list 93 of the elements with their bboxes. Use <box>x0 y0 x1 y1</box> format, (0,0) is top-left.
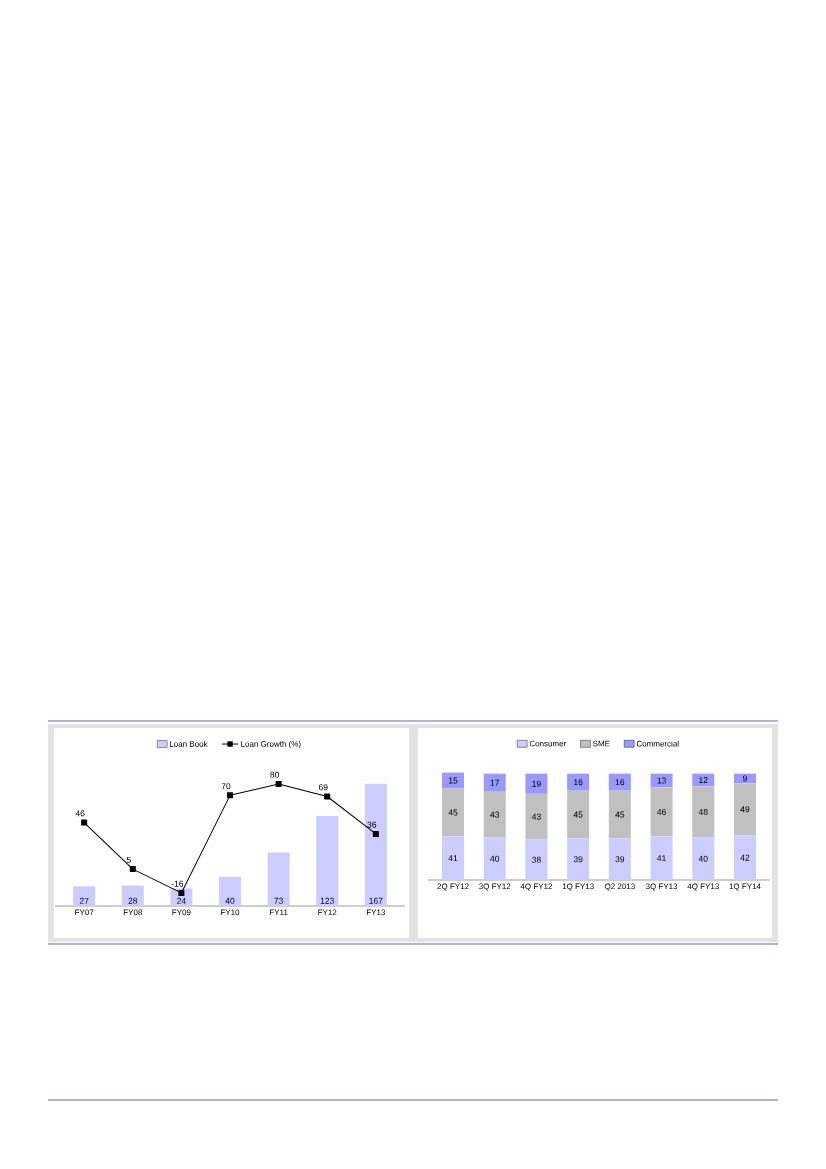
bar <box>608 790 631 839</box>
data-label: 70 <box>221 783 231 790</box>
data-label: 42 <box>740 854 750 861</box>
bar <box>692 837 715 880</box>
bar <box>121 885 144 906</box>
x-tick-label: FY07 <box>75 909 94 916</box>
point <box>81 819 88 826</box>
x-tick-label: 3Q FY13 <box>645 883 678 891</box>
data-label: 16 <box>574 779 583 786</box>
data-label: 46 <box>657 808 666 815</box>
bar <box>442 772 465 789</box>
data-label: 40 <box>225 897 235 904</box>
data-label: 80 <box>270 771 279 778</box>
x-tick-label: FY09 <box>172 909 191 916</box>
data-label: 40 <box>490 855 500 862</box>
bar <box>733 773 756 784</box>
x-tick-label: FY08 <box>123 909 142 916</box>
data-label: 39 <box>573 856 583 863</box>
bar <box>267 852 290 906</box>
data-label: 123 <box>320 897 334 904</box>
x-tick-label: 3Q FY12 <box>479 883 511 891</box>
data-label: 45 <box>615 811 625 818</box>
data-label: 49 <box>740 806 750 813</box>
point <box>324 793 331 800</box>
x-tick-label: 1Q FY14 <box>729 883 761 891</box>
data-label: 16 <box>615 779 625 786</box>
data-label: 43 <box>531 813 541 820</box>
x-tick-label: FY12 <box>318 909 337 916</box>
point <box>129 866 136 873</box>
data-label: 46 <box>75 810 85 817</box>
bar <box>525 839 548 880</box>
data-label: 41 <box>657 855 666 862</box>
bar <box>73 886 96 906</box>
bar <box>692 786 715 838</box>
bar <box>442 788 465 837</box>
bar <box>567 790 590 839</box>
point <box>178 889 185 896</box>
data-label: 45 <box>573 811 583 818</box>
data-label: 36 <box>367 821 377 828</box>
data-label: 48 <box>698 808 708 815</box>
data-label: 38 <box>532 856 541 863</box>
data-label: -16 <box>171 880 184 887</box>
data-label: 24 <box>177 897 186 904</box>
bar <box>364 783 387 906</box>
data-label: 43 <box>490 811 500 818</box>
bar <box>567 773 590 791</box>
point <box>372 830 379 837</box>
bar <box>483 773 506 792</box>
bar <box>650 836 673 880</box>
bar <box>218 876 241 906</box>
data-label: 5 <box>126 856 131 863</box>
bar <box>567 838 590 880</box>
bar <box>442 836 465 880</box>
bar <box>525 793 548 840</box>
data-label: 12 <box>699 777 708 783</box>
point <box>227 792 233 799</box>
data-label: 167 <box>369 897 383 904</box>
data-label: 15 <box>448 777 458 784</box>
data-label: 27 <box>79 897 89 904</box>
bar <box>733 835 756 880</box>
data-label: 73 <box>274 897 283 904</box>
bar <box>525 773 548 794</box>
data-label: 9 <box>743 775 747 782</box>
x-tick-label: 4Q FY13 <box>687 883 719 891</box>
point <box>275 781 282 787</box>
legend-label: Loan Growth (%) <box>241 740 301 749</box>
x-tick-label: FY13 <box>366 909 386 916</box>
bar <box>483 837 506 880</box>
data-label: 69 <box>318 784 328 791</box>
legend-label: Loan Book <box>169 740 208 747</box>
legend-label: Commercial <box>636 740 679 747</box>
legend-label: SME <box>593 740 610 747</box>
x-tick-label: Q2 2013 <box>604 883 635 891</box>
x-tick-label: 1Q FY13 <box>562 883 594 891</box>
x-tick-label: 2Q FY12 <box>437 883 469 891</box>
data-label: 41 <box>448 855 458 862</box>
bar <box>608 773 631 791</box>
bar <box>483 791 506 838</box>
bar <box>608 838 631 880</box>
data-label: 40 <box>698 855 708 862</box>
legend-label: Consumer <box>529 740 567 747</box>
bar <box>316 816 339 906</box>
x-tick-label: 4Q FY12 <box>520 883 553 891</box>
bar <box>733 783 756 836</box>
data-label: 13 <box>657 777 666 784</box>
x-tick-label: FY11 <box>270 909 288 916</box>
x-tick-label: FY10 <box>221 909 240 916</box>
bar <box>650 787 673 837</box>
data-label: 28 <box>128 897 138 904</box>
data-label: 45 <box>448 809 458 816</box>
data-label: 39 <box>615 856 625 863</box>
data-label: 17 <box>490 779 500 786</box>
data-label: 19 <box>532 780 541 787</box>
